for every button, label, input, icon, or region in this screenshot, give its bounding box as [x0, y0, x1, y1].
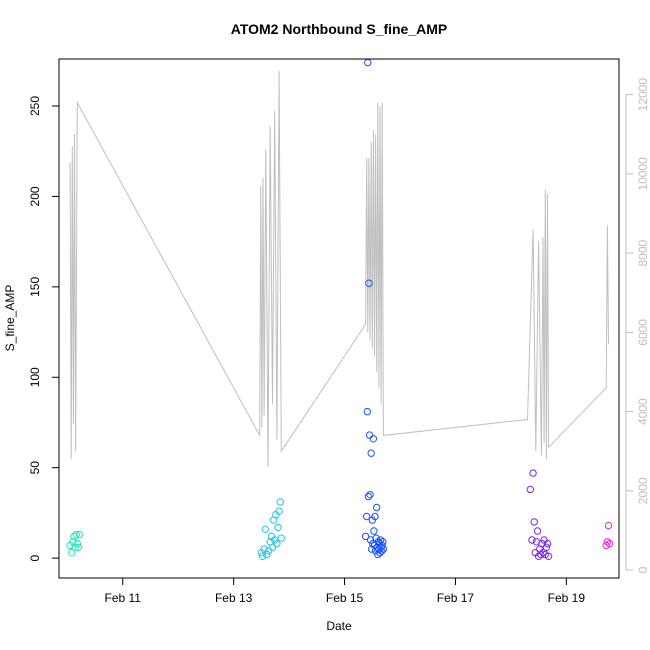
- data-point-8: [75, 530, 84, 539]
- data-point-10: [258, 552, 267, 560]
- data-point-24: [276, 498, 284, 506]
- data-point-6: [73, 539, 82, 548]
- data-point-78: [605, 539, 614, 548]
- data-point-12: [261, 525, 269, 533]
- data-point-7: [74, 543, 83, 551]
- data-point-1: [68, 549, 76, 557]
- data-point-31: [365, 279, 373, 287]
- data-point-76: [603, 538, 612, 546]
- data-point-54: [378, 547, 386, 555]
- data-point-59: [528, 536, 536, 544]
- data-point-56: [379, 538, 387, 546]
- y-tick-label-0: 0: [28, 554, 42, 561]
- y-tick-label-1: 50: [28, 461, 42, 475]
- data-point-67: [537, 550, 545, 559]
- x-tick-label-1: Feb 13: [215, 591, 253, 605]
- data-point-22: [274, 523, 282, 532]
- data-point-42: [371, 512, 379, 521]
- chart-title: ATOM2 Northbound S_fine_AMP: [231, 21, 447, 37]
- y2-tick-label-0: 0: [636, 566, 650, 573]
- data-point-21: [273, 539, 281, 548]
- y-axis-label: S_fine_AMP: [3, 285, 17, 352]
- data-point-64: [533, 527, 542, 535]
- data-point-39: [369, 435, 378, 443]
- data-point-72: [542, 543, 551, 551]
- data-point-32: [365, 431, 374, 439]
- x-axis: Feb 11 Feb 13 Feb 15 Feb 17 Feb 19: [105, 578, 586, 605]
- data-point-58: [526, 485, 534, 494]
- data-point-44: [372, 534, 380, 542]
- data-point-40: [370, 527, 378, 535]
- y-axis: 0 50 100 150 200 250: [28, 96, 59, 561]
- data-point-60: [529, 469, 537, 477]
- x-axis-label: Date: [326, 619, 352, 633]
- data-point-28: [363, 407, 371, 416]
- y-tick-label-5: 250: [28, 96, 42, 116]
- data-point-5: [72, 530, 80, 539]
- data-point-30: [364, 492, 373, 501]
- data-point-45: [373, 503, 381, 512]
- data-point-52: [376, 536, 385, 544]
- plot-frame: [58, 58, 620, 579]
- data-point-68: [538, 539, 546, 548]
- data-point-27: [363, 512, 371, 521]
- data-point-17: [268, 543, 277, 551]
- data-point-33: [366, 491, 374, 499]
- y2-axis: 0 2000 4000 6000 8000 10000 12000: [625, 78, 650, 573]
- y2-tick-label-3: 6000: [636, 319, 650, 346]
- data-point-13: [263, 550, 271, 559]
- y2-tick-label-2: 4000: [636, 398, 650, 425]
- data-point-23: [275, 507, 283, 515]
- y-tick-label-2: 100: [28, 367, 42, 387]
- x-tick-label-3: Feb 17: [437, 591, 475, 605]
- y2-tick-label-4: 8000: [636, 239, 650, 266]
- data-point-74: [544, 552, 553, 560]
- x-tick-label-4: Feb 19: [548, 591, 586, 605]
- data-point-19: [271, 536, 279, 544]
- data-point-55: [378, 541, 386, 550]
- points-layer: [66, 58, 614, 560]
- data-point-69: [539, 549, 547, 557]
- y-tick-label-3: 150: [28, 277, 42, 297]
- y2-tick-label-6: 12000: [636, 78, 650, 112]
- data-point-25: [277, 534, 285, 542]
- x-tick-label-2: Feb 15: [326, 591, 364, 605]
- data-point-26: [361, 532, 370, 541]
- data-point-65: [534, 552, 543, 560]
- data-point-4: [71, 543, 79, 551]
- line-series-0: [69, 70, 609, 468]
- line-series-layer: [69, 70, 609, 468]
- y2-tick-label-1: 2000: [636, 477, 650, 504]
- data-point-61: [530, 518, 538, 526]
- y-tick-label-4: 200: [28, 186, 42, 206]
- data-point-77: [604, 521, 613, 530]
- y2-tick-label-5: 10000: [636, 157, 650, 191]
- data-point-57: [379, 545, 388, 553]
- x-tick-label-0: Feb 11: [105, 591, 142, 605]
- data-point-35: [367, 449, 375, 457]
- data-point-73: [543, 539, 552, 548]
- data-point-29: [364, 58, 372, 67]
